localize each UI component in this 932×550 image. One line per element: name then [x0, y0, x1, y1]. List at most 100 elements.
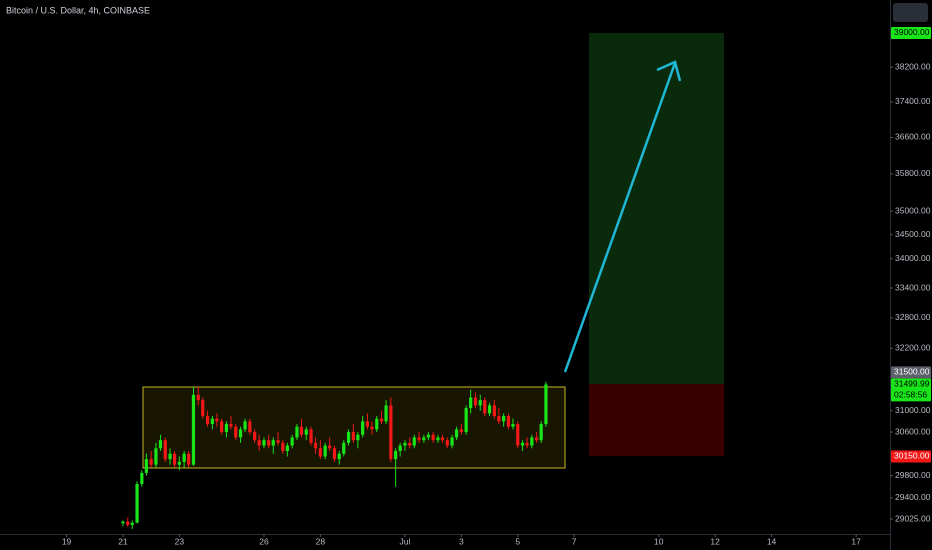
y-tick-label: 33400.00 [895, 282, 931, 292]
x-tick-label: Jul [400, 536, 411, 546]
candle-body [154, 448, 158, 465]
candle-body [450, 437, 454, 446]
y-tick-label: 29025.00 [895, 513, 931, 523]
candle-body [253, 432, 257, 441]
candle-body [478, 400, 482, 406]
candle-body [436, 437, 440, 441]
candle-body [149, 459, 153, 465]
candle-body [238, 429, 243, 438]
candle-body [379, 418, 384, 422]
candle-body [332, 448, 337, 460]
y-tick-label: 38200.00 [895, 61, 931, 71]
axis-settings-button[interactable] [893, 3, 928, 22]
candle-body [328, 445, 332, 449]
candle-body [483, 400, 487, 414]
candle-body [158, 440, 163, 449]
candle-body [426, 434, 430, 438]
candle-body [168, 453, 172, 460]
candle-body [234, 426, 238, 438]
price-countdown: 02:58:56 [894, 390, 927, 400]
candle-body [313, 442, 318, 449]
range-box [142, 386, 566, 469]
y-tick-label: 34000.00 [895, 253, 931, 263]
candle-body [323, 445, 327, 457]
candle-body [356, 434, 360, 441]
corner [893, 535, 928, 549]
candle-body [492, 405, 496, 417]
candle-body [539, 424, 543, 441]
y-tick-label: 29800.00 [895, 470, 931, 480]
candle-body [304, 429, 308, 435]
y-tick-label: 35800.00 [895, 168, 931, 178]
x-tick-label: 5 [515, 536, 520, 546]
candle-body [318, 448, 322, 457]
candle-body [196, 394, 200, 401]
candle-body [215, 418, 219, 422]
candle-body [384, 405, 388, 422]
x-tick-label: 14 [767, 536, 777, 546]
candle-body [257, 440, 261, 446]
candle-body [224, 424, 229, 433]
candle-body [135, 483, 139, 523]
candle-body [412, 437, 416, 446]
candle-body [464, 408, 468, 433]
candle-body [408, 442, 412, 446]
candle-body [177, 461, 181, 465]
candle-body [267, 440, 271, 446]
candle-body [229, 424, 233, 427]
x-tick-label: 7 [572, 536, 577, 546]
chart-title: Bitcoin / U.S. Dollar, 4h, COINBASE [6, 5, 150, 15]
y-tick-label: 30600.00 [895, 426, 931, 436]
profit-zone [589, 33, 724, 384]
x-tick-label: 17 [851, 536, 861, 546]
y-tick-label: 32800.00 [895, 312, 931, 322]
candle-body [299, 426, 304, 435]
y-tick-label: 29400.00 [895, 492, 931, 502]
candle-body [281, 442, 285, 452]
candle-body [454, 429, 459, 438]
candle-body [163, 440, 167, 460]
x-tick-label: 23 [175, 536, 185, 546]
candle-body [445, 440, 449, 446]
candle-body [511, 424, 515, 427]
candle-body [440, 437, 445, 441]
candle-body [370, 426, 374, 430]
candle-body [530, 437, 534, 446]
candle-body [182, 453, 186, 462]
price-label-box [891, 26, 931, 39]
y-tick-label: 32200.00 [895, 342, 931, 352]
candle-body [394, 451, 398, 460]
candle-body [403, 442, 407, 446]
candle-body [295, 426, 299, 438]
candle-body [525, 442, 529, 446]
candle-body [422, 437, 426, 441]
candle-body [187, 453, 191, 465]
candle-body [210, 418, 214, 425]
candle-body [346, 432, 351, 443]
candle-body [248, 421, 252, 433]
price-label-box [891, 366, 931, 379]
candle-body [121, 521, 125, 524]
candle-body [144, 459, 148, 473]
candle-body [473, 397, 478, 406]
candle-body [487, 405, 492, 414]
candle-body [130, 522, 134, 525]
candle-body [201, 400, 205, 417]
candle-body [140, 472, 144, 484]
candle-body [205, 416, 210, 425]
candle-body [337, 453, 341, 460]
x-tick-label: 12 [710, 536, 720, 546]
y-tick-label: 36600.00 [895, 132, 931, 142]
price-label-box [891, 378, 931, 402]
candle-body [375, 418, 379, 430]
y-tick-label: 37400.00 [895, 96, 931, 106]
x-tick-label: 10 [654, 536, 664, 546]
x-tick-label: 3 [459, 536, 464, 546]
candle-body [290, 437, 294, 446]
candle-body [191, 394, 196, 465]
candle-body [285, 445, 289, 452]
candle-body [126, 521, 130, 525]
arrow-line [563, 62, 677, 373]
candle-body [506, 416, 511, 427]
